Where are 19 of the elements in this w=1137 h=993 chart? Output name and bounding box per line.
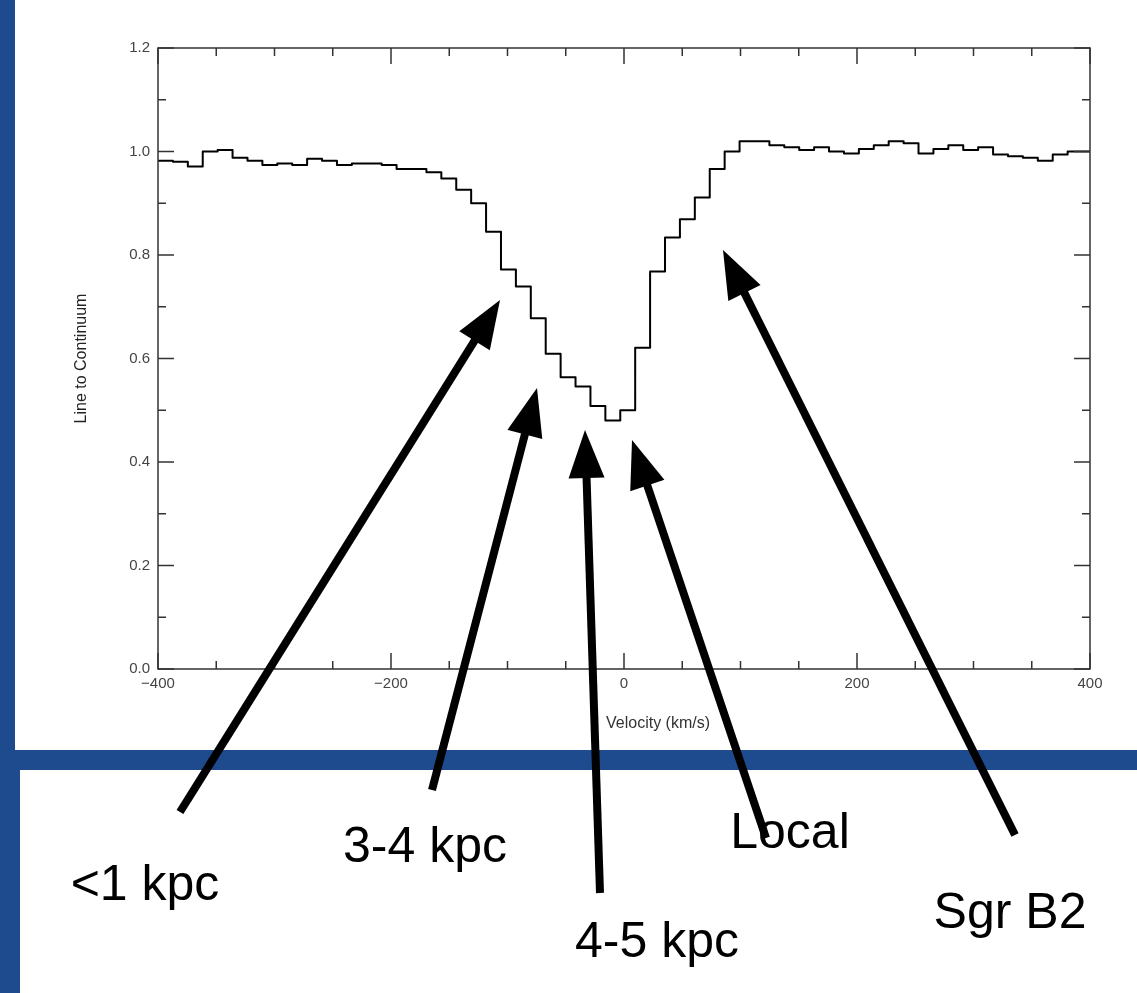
x-tick-label: 400: [1077, 674, 1103, 692]
text: 3-4 kpc: [343, 817, 507, 873]
text: 4-5 kpc: [575, 912, 739, 968]
y-axis-title: Line to Continuum: [72, 293, 90, 424]
y-tick-label: 1.0: [129, 141, 150, 159]
y-tick-label: 1.2: [129, 38, 150, 56]
y-tick-label: 0.2: [129, 555, 150, 573]
y-tick-label: 0.6: [129, 348, 150, 366]
x-tick-label: −400: [141, 674, 175, 692]
y-tick-label: 0.8: [129, 245, 150, 263]
y-tick-label: 0.4: [129, 452, 150, 470]
text: Sgr B2: [933, 883, 1087, 939]
text: Local: [730, 803, 850, 859]
y-tick-label: 0.0: [129, 659, 150, 677]
x-tick-label: 0: [619, 674, 629, 692]
x-tick-label: −200: [374, 674, 408, 692]
x-axis-title: Velocity (km/s): [606, 714, 711, 732]
x-tick-label: 200: [844, 674, 870, 692]
text: <1 kpc: [70, 855, 220, 911]
